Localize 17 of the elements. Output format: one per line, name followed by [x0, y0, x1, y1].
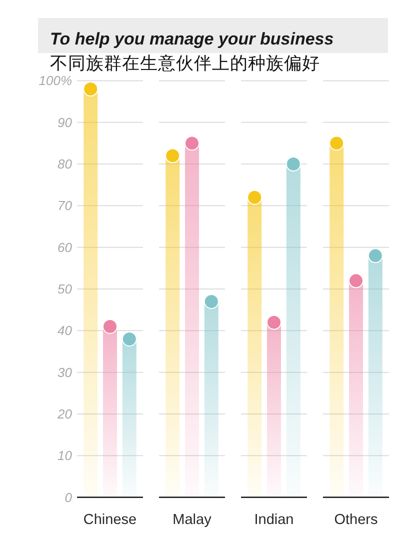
y-tick-label: 80: [58, 156, 73, 172]
y-tick-label: 40: [58, 323, 73, 338]
x-tick-label: Chinese: [83, 512, 137, 528]
x-tick-label: Others: [334, 512, 378, 528]
y-tick-label: 30: [58, 364, 73, 380]
y-tick-label: 10: [58, 448, 73, 464]
x-tick-label: Indian: [254, 512, 294, 528]
y-tick-label: 70: [58, 198, 73, 214]
y-tick-label: 60: [58, 240, 73, 255]
chart-title: To help you manage your business: [50, 30, 334, 48]
y-tick-label: 50: [58, 282, 73, 296]
y-tick-label: 100%: [38, 73, 72, 88]
x-tick-label: Malay: [172, 512, 212, 528]
y-tick-label: 0: [64, 490, 73, 505]
chart-subtitle: 不同族群在生意伙伴上的种族偏好: [50, 53, 320, 73]
y-tick-label: 20: [56, 406, 73, 422]
y-tick-label: 90: [58, 114, 73, 130]
